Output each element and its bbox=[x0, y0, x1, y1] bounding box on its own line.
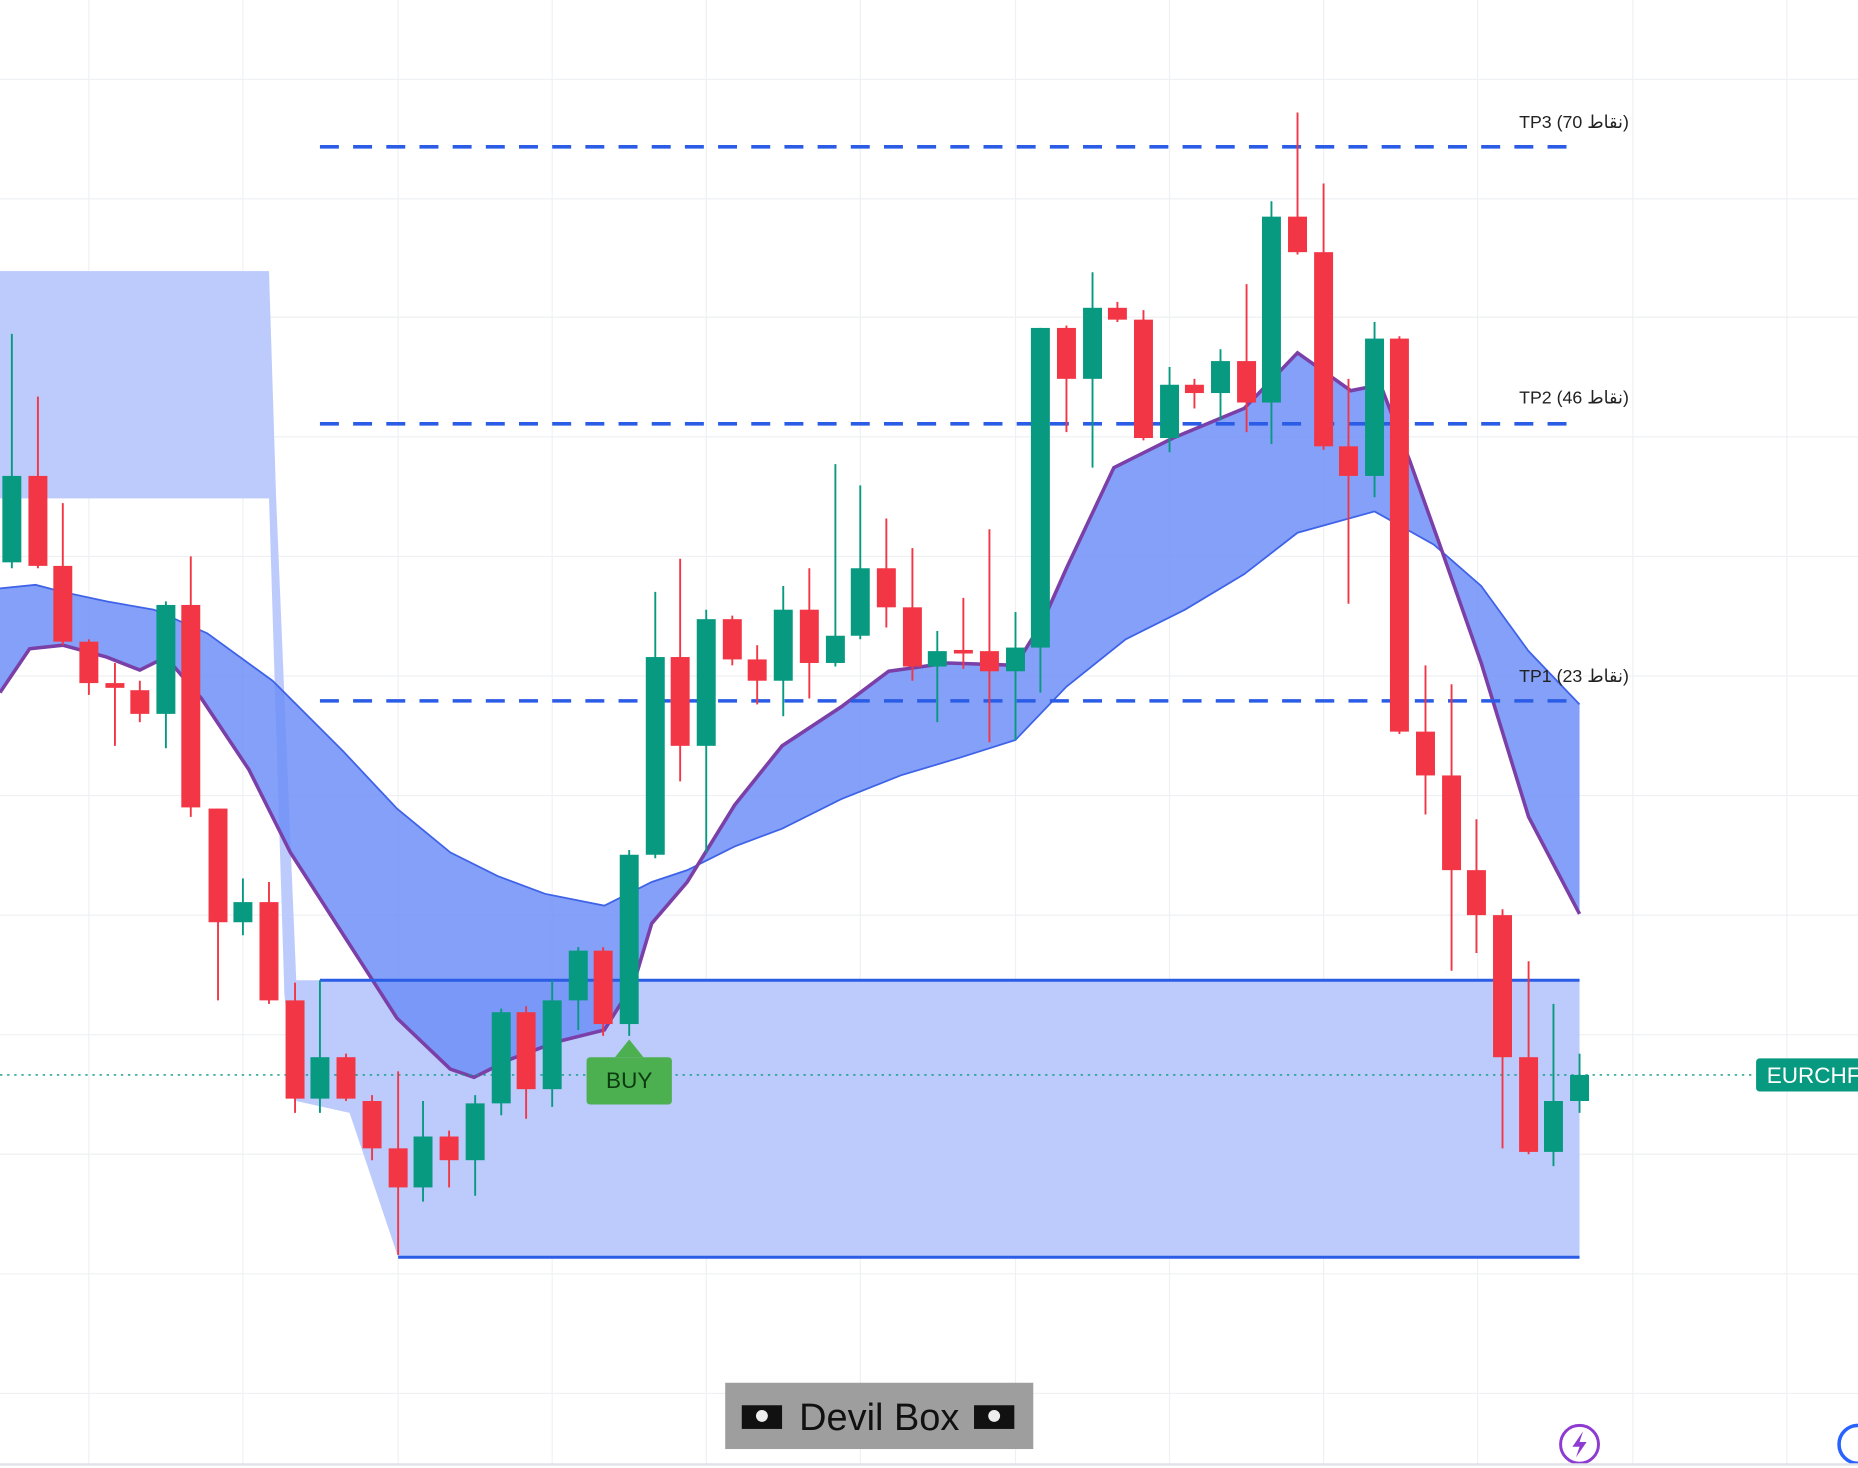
flag-icon-right bbox=[974, 1405, 1015, 1429]
zone-top bbox=[0, 271, 269, 499]
lightning-button[interactable] bbox=[1559, 1423, 1600, 1465]
buy-label: BUY bbox=[606, 1068, 652, 1093]
buy-signal: BUY bbox=[586, 1039, 672, 1105]
footer-title: Devil Box bbox=[799, 1397, 959, 1439]
symbol-label: EURCHF bbox=[1767, 1063, 1858, 1088]
ma-fast bbox=[0, 510, 1581, 907]
ma-cloud bbox=[0, 352, 1580, 1078]
footer-banner: Devil Box bbox=[725, 1382, 1034, 1450]
corner-button[interactable] bbox=[1837, 1423, 1858, 1466]
tp1-label: TP1 (23 نقاط) bbox=[1519, 666, 1629, 686]
candles bbox=[2, 112, 1590, 1255]
tp2-label: TP2 (46 نقاط) bbox=[1519, 388, 1629, 408]
flag-icon-left bbox=[741, 1405, 783, 1429]
ma-slow bbox=[0, 350, 1582, 1080]
tp3-label: TP3 (70 نقاط) bbox=[1519, 112, 1629, 132]
symbol-tag: EURCHF bbox=[1756, 1058, 1858, 1092]
